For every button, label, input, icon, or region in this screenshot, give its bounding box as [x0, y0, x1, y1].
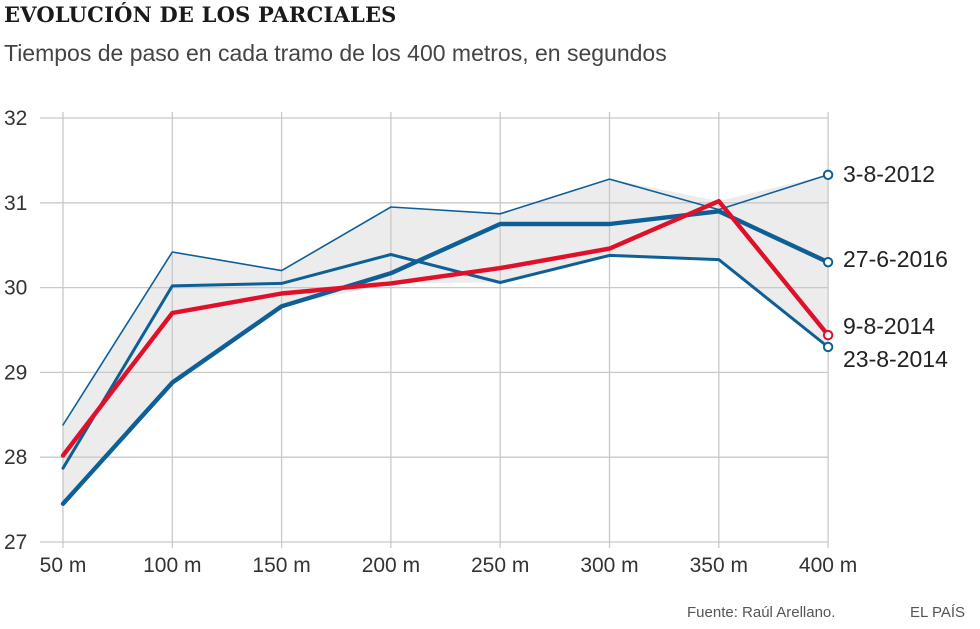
- series-label-23-8-2014: 23-8-2014: [843, 346, 948, 372]
- area-layer: [63, 174, 829, 504]
- grid-layer: [40, 112, 829, 548]
- range-band: [63, 174, 829, 504]
- x-tick-label: 50 m: [40, 554, 87, 577]
- series-line-9-8-2014: [60, 198, 831, 458]
- x-tick-label: 200 m: [362, 554, 420, 577]
- y-tick-label: 27: [4, 531, 27, 554]
- series-line-23-8-2014: [61, 253, 830, 470]
- series-endpoint-3-8-2012: [822, 169, 834, 181]
- x-tick-label: 300 m: [580, 554, 638, 577]
- x-tick-label: 100 m: [143, 554, 201, 577]
- label-layer: 3-8-2012 27-6-2016 9-8-2014 23-8-2014: [843, 161, 948, 372]
- y-tick-label: 32: [4, 107, 27, 130]
- y-tick-label: 31: [4, 192, 27, 215]
- series-line-27-6-2016: [60, 209, 831, 506]
- series-endpoint-9-8-2014: [822, 329, 834, 341]
- series-label-27-6-2016: 27-6-2016: [843, 246, 948, 272]
- brand-name: EL PAÍS: [910, 604, 965, 621]
- series-line-3-8-2012: [62, 174, 829, 426]
- y-tick-label: 29: [4, 361, 27, 384]
- x-tick-label: 150 m: [252, 554, 310, 577]
- x-tick-label: 250 m: [471, 554, 529, 577]
- tick-layer: 27 28 29 30 31 32 50 m 100 m 150 m 200 m 250 m 300 …: [4, 107, 857, 577]
- line-layer: [60, 169, 834, 506]
- x-tick-label: 400 m: [799, 554, 857, 577]
- chart-title: EVOLUCIÓN DE LOS PARCIALES: [4, 2, 397, 27]
- y-tick-label: 30: [4, 277, 27, 300]
- source-note: Fuente: Raúl Arellano.: [687, 604, 835, 621]
- x-tick-label: 350 m: [690, 554, 748, 577]
- series-label-3-8-2012: 3-8-2012: [843, 161, 935, 187]
- y-tick-label: 28: [4, 446, 27, 469]
- series-endpoint-23-8-2014: [822, 341, 834, 353]
- series-label-9-8-2014: 9-8-2014: [843, 313, 935, 339]
- chart-subtitle: Tiempos de paso en cada tramo de los 400…: [4, 40, 667, 66]
- series-endpoint-27-6-2016: [822, 256, 834, 268]
